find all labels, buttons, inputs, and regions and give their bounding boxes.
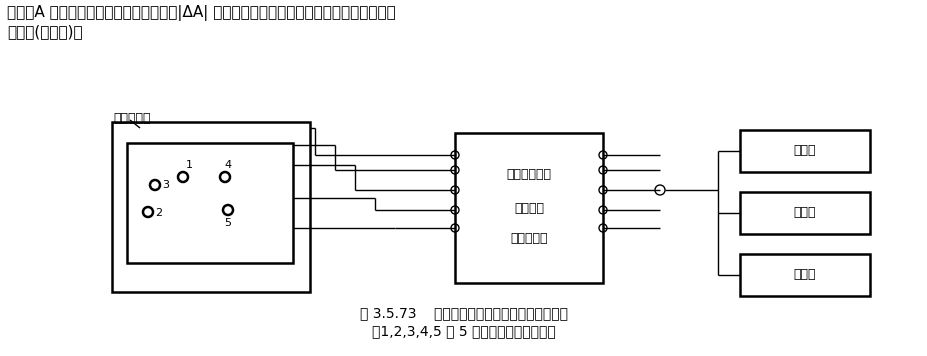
Text: 积分网络）: 积分网络）	[510, 231, 547, 245]
Text: 3: 3	[162, 180, 169, 190]
Text: 多通道测振仪: 多通道测振仪	[506, 168, 551, 182]
Text: 图 3.5.73    机械振动台台面振幅值均匀度的检测: 图 3.5.73 机械振动台台面振幅值均匀度的检测	[360, 306, 567, 320]
Text: 振动台台面: 振动台台面	[113, 112, 150, 125]
Text: （多通道: （多通道	[514, 201, 543, 215]
Text: 4: 4	[223, 160, 231, 170]
Text: 电压表: 电压表	[793, 206, 816, 220]
Bar	[454, 133, 603, 283]
Text: （1,2,3,4,5 为 5 只加速度计安装位置）: （1,2,3,4,5 为 5 只加速度计安装位置）	[372, 324, 555, 338]
Text: 大偏差(绝对值)。: 大偏差(绝对值)。	[7, 24, 83, 39]
Bar	[112, 122, 310, 292]
Text: 2: 2	[155, 208, 162, 218]
Bar	[739, 254, 870, 296]
Text: 1: 1	[185, 160, 193, 170]
Bar	[127, 143, 293, 263]
Text: 5: 5	[224, 218, 231, 228]
Bar	[739, 130, 870, 172]
Text: 式中，A 为同次测量中中心点的振幅值；|ΔA| 为同次测量中各点振幅值对中心点振幅值的最: 式中，A 为同次测量中中心点的振幅值；|ΔA| 为同次测量中各点振幅值对中心点振…	[7, 5, 395, 21]
Bar	[739, 192, 870, 234]
Text: 频率计: 频率计	[793, 145, 816, 157]
Text: 示波器: 示波器	[793, 268, 816, 282]
